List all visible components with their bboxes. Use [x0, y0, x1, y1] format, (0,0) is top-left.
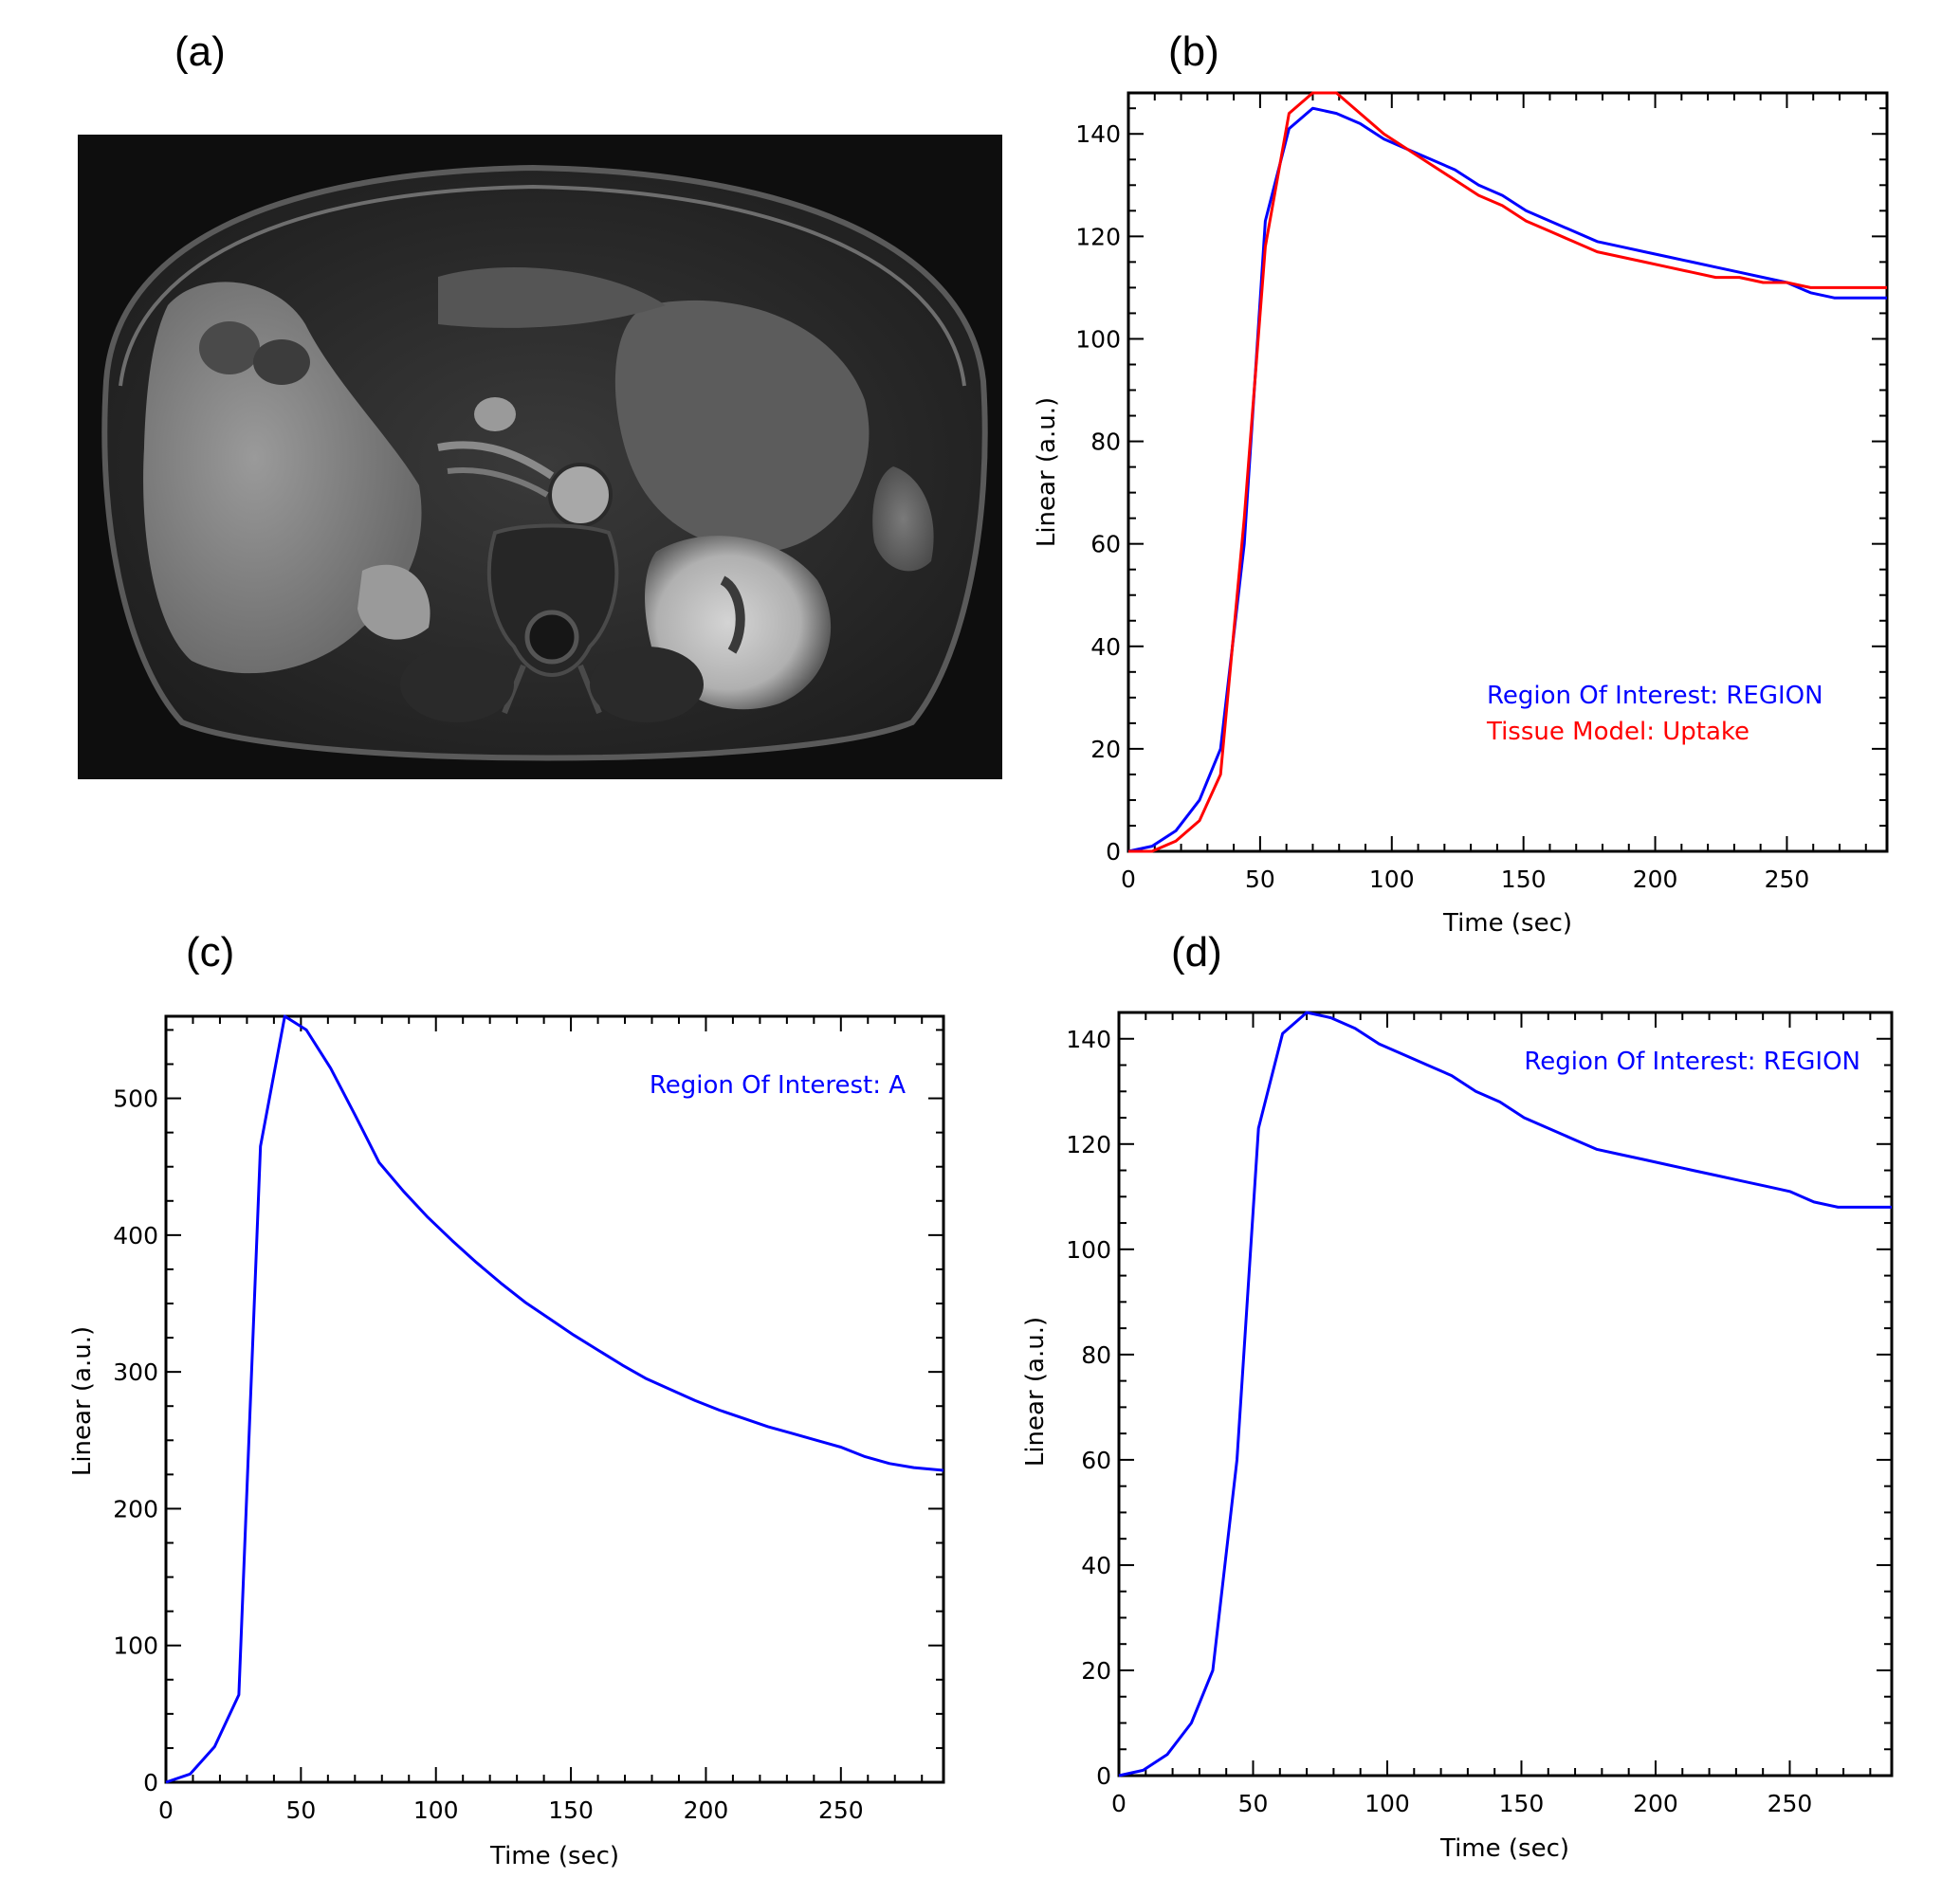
plot-frame-c: [164, 1014, 945, 1784]
y-tick-label-c: 200: [113, 1495, 158, 1522]
panel-label-d: (d): [1171, 929, 1222, 975]
x-tick-label-b: 150: [1501, 866, 1547, 893]
x-tick-label-b: 200: [1633, 866, 1678, 893]
y-tick-label-b: 140: [1075, 120, 1121, 148]
panel-label-b: (b): [1168, 28, 1219, 75]
plot-area-c: 0 50 100 150 200 250 0 100 200 300 400 500: [113, 1014, 945, 1824]
x-tick-label-d: 250: [1768, 1790, 1813, 1817]
y-tick-label-b: 80: [1090, 428, 1121, 456]
y-tick-label-d: 120: [1066, 1131, 1111, 1158]
x-tick-label-b: 0: [1121, 866, 1136, 893]
legend-entry-d-0: Region Of Interest: REGION: [1524, 1048, 1860, 1076]
x-tick-label-d: 150: [1499, 1790, 1545, 1817]
stomach: [614, 300, 870, 552]
series-line-c-0: [165, 1014, 944, 1784]
ticks-b: [1127, 93, 1887, 852]
series-d: [1118, 1011, 1892, 1778]
x-axis-title-b: Time (sec): [1442, 909, 1572, 938]
panel-label-c: (c): [186, 929, 235, 975]
y-tick-label-b: 60: [1090, 531, 1121, 558]
y-tick-label-d: 0: [1096, 1762, 1111, 1790]
plot-area-d: 0 50 100 150 200 250 0 20 40 60 80 100 120 140: [1066, 1011, 1894, 1817]
y-tick-label-c: 500: [113, 1085, 158, 1113]
ticks-c: [165, 1016, 943, 1783]
series-line-b-1: [1128, 91, 1887, 853]
y-tick-label-d: 60: [1081, 1447, 1111, 1474]
series-line-d-0: [1118, 1011, 1892, 1778]
x-tick-label-c: 150: [548, 1796, 594, 1824]
x-tick-label-c: 50: [285, 1796, 316, 1824]
y-tick-label-d: 80: [1081, 1341, 1111, 1369]
legend-entry-b-0: Region Of Interest: REGION: [1487, 682, 1823, 710]
x-axis-title-c: Time (sec): [489, 1842, 619, 1870]
spleen: [872, 466, 934, 572]
y-tick-label-b: 20: [1090, 736, 1121, 763]
plot-frame-d: [1117, 1011, 1894, 1778]
ticks-d: [1118, 1012, 1892, 1777]
x-tick-label-c: 200: [684, 1796, 729, 1824]
legend-entry-b-1: Tissue Model: Uptake: [1486, 718, 1749, 746]
liver: [143, 282, 422, 674]
y-axis-title-b: Linear (a.u.): [1033, 397, 1061, 547]
series-c: [165, 1014, 944, 1784]
y-tick-label-b: 120: [1075, 223, 1121, 250]
y-tick-label-b: 0: [1106, 838, 1121, 866]
legend-entry-c-0: Region Of Interest: A: [650, 1071, 906, 1100]
y-tick-label-d: 40: [1081, 1552, 1111, 1579]
spine: [486, 523, 619, 677]
y-tick-label-c: 0: [143, 1769, 158, 1796]
y-tick-label-c: 400: [113, 1222, 158, 1249]
y-axis-title-c: Linear (a.u.): [68, 1326, 97, 1476]
y-tick-label-b: 100: [1075, 325, 1121, 353]
x-tick-label-c: 250: [818, 1796, 864, 1824]
y-axis-title-d: Linear (a.u.): [1021, 1317, 1050, 1467]
x-tick-label-b: 100: [1369, 866, 1415, 893]
x-tick-label-d: 0: [1111, 1790, 1127, 1817]
x-axis-title-d: Time (sec): [1439, 1834, 1569, 1863]
y-tick-label-b: 40: [1090, 633, 1121, 661]
tick-labels-b: 0 50 100 150 200 250 0 20 40 60 80 100 120 140: [1075, 120, 1809, 893]
panel-label-a: (a): [174, 28, 226, 75]
x-tick-label-b: 250: [1765, 866, 1810, 893]
x-tick-label-d: 50: [1238, 1790, 1269, 1817]
plot-area-b: 0 50 100 150 200 250 0 20 40 60 80 100 120 140: [1075, 91, 1889, 893]
y-tick-label-c: 300: [113, 1358, 158, 1386]
mri-image: [78, 135, 1002, 779]
plot-frame-b: [1127, 91, 1889, 853]
x-tick-label-b: 50: [1245, 866, 1275, 893]
x-tick-label-c: 100: [413, 1796, 459, 1824]
series-b: [1127, 91, 1887, 853]
y-tick-label-d: 100: [1066, 1236, 1111, 1264]
y-tick-label-d: 20: [1081, 1657, 1111, 1685]
y-tick-label-d: 140: [1066, 1026, 1111, 1053]
y-tick-label-c: 100: [113, 1632, 158, 1660]
tick-labels-c: 0 50 100 150 200 250 0 100 200 300 400 500: [113, 1085, 863, 1824]
x-tick-label-d: 200: [1633, 1790, 1678, 1817]
x-tick-label-d: 100: [1365, 1790, 1410, 1817]
x-tick-label-c: 0: [158, 1796, 174, 1824]
tick-labels-d: 0 50 100 150 200 250 0 20 40 60 80 100 120 140: [1066, 1026, 1812, 1817]
